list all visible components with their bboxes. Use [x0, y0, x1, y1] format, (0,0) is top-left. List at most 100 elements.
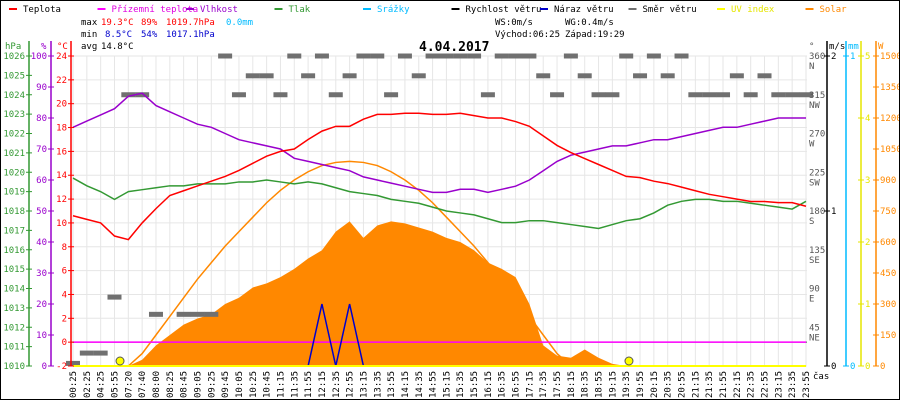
- legend-item-2: Vlhkost: [186, 5, 238, 15]
- wind-dir-mark: [467, 53, 482, 59]
- x-tick-label: 00:25: [69, 371, 79, 398]
- axis-tick-label: 12: [56, 195, 67, 205]
- axis-dir-label: S: [809, 217, 814, 227]
- axis-dir-label: E: [809, 295, 814, 305]
- legend-swatch: [451, 8, 460, 10]
- axis-tick-label: 90: [36, 83, 47, 93]
- x-tick-label: 02:25: [83, 371, 93, 398]
- x-tick-label: 12:15: [318, 371, 328, 398]
- x-tick-label: 11:35: [290, 371, 300, 398]
- x-tick-label: 07:40: [138, 371, 148, 398]
- axis-tick-label: 2: [831, 52, 836, 62]
- axis-tick-label: 180: [809, 207, 825, 217]
- max-label: max: [81, 18, 98, 28]
- wind-dir-mark: [522, 53, 537, 59]
- x-tick-label: 16:35: [498, 371, 508, 398]
- x-tick-label: 14:55: [429, 371, 439, 398]
- wind-dir-mark: [356, 53, 371, 59]
- wind-dir-mark: [384, 92, 399, 98]
- series-solar-area: [73, 221, 806, 366]
- chart-title: 4.04.2017: [419, 40, 489, 55]
- wind-dir-mark: [176, 311, 191, 317]
- wind-dir-mark: [218, 53, 233, 59]
- wind-dir-mark: [757, 73, 772, 79]
- axis-tick-label: 135: [809, 246, 825, 256]
- axis-tick-label: 4: [865, 114, 870, 124]
- axis-tick-label: 1: [865, 300, 870, 310]
- legend-label: UV index: [731, 5, 775, 15]
- axis-tick-label: 1022: [3, 130, 25, 140]
- axis-tick-label: 10: [36, 331, 47, 341]
- avg-temp: 14.8°C: [101, 42, 134, 52]
- axis-tick-label: 1021: [3, 149, 25, 159]
- axis-tick-label: 6: [62, 267, 67, 277]
- axis-tick-label: 20: [56, 100, 67, 110]
- axis-dir-label: SW: [809, 178, 820, 188]
- legend-item-6: Náraz větru: [540, 5, 614, 15]
- x-tick-label: 14:15: [401, 371, 411, 398]
- legend-label: Tlak: [289, 5, 311, 15]
- x-tick-label: 05:55: [110, 371, 120, 398]
- axis-tick-label: 1019: [3, 188, 25, 198]
- wind-dir-mark: [439, 53, 454, 59]
- wind-dir-mark: [743, 92, 758, 98]
- axis-tick-label: 315: [809, 91, 825, 101]
- x-tick-label: 13:15: [359, 371, 369, 398]
- axis-tick-label: 90: [809, 285, 820, 295]
- x-tick-label: 18:55: [595, 371, 605, 398]
- x-tick-label: 10:45: [263, 371, 273, 398]
- axis-unit-deg: °: [809, 42, 814, 52]
- max-temp: 19.3°C: [101, 18, 134, 28]
- wind-dir-mark: [619, 53, 634, 59]
- x-tick-label: 20:15: [650, 371, 660, 398]
- wind-dir-mark: [453, 53, 468, 59]
- x-tick-label: 22:55: [761, 371, 771, 398]
- series-vlhkost: [72, 92, 806, 194]
- max-press: 1019.7hPa: [166, 18, 215, 28]
- wind-dir-mark: [508, 53, 523, 59]
- x-tick-label: 17:55: [553, 371, 563, 398]
- axis-tick-label: 18: [56, 124, 67, 134]
- x-tick-label: 16:55: [512, 371, 522, 398]
- legend-label: Náraz větru: [554, 5, 614, 15]
- x-tick-label: 19:55: [636, 371, 646, 398]
- legend-label: Přízemní teplota: [112, 5, 199, 15]
- x-tick-label: 09:05: [193, 371, 203, 398]
- wind-dir-mark: [204, 311, 219, 317]
- axis-dir-label: SE: [809, 256, 820, 266]
- legend-swatch: [363, 8, 371, 10]
- axis-tick-label: 900: [880, 176, 896, 186]
- axis-tick-label: 50: [36, 207, 47, 217]
- legend-item-1: Přízemní teplota: [97, 5, 199, 15]
- x-tick-label: 04:25: [97, 371, 107, 398]
- axis-tick-label: 1023: [3, 110, 25, 120]
- x-tick-label: 17:15: [525, 371, 535, 398]
- wind-dir-mark: [287, 53, 302, 59]
- axis-unit-pct: %: [41, 42, 47, 52]
- wind-dir-mark: [577, 73, 592, 79]
- max-rain: 0.0mm: [226, 18, 253, 28]
- axis-tick-label: 750: [880, 207, 896, 217]
- axis-tick-label: 1200: [880, 114, 900, 124]
- axis-tick-label: 4: [62, 290, 67, 300]
- legend-item-0: Teplota: [9, 5, 61, 15]
- axis-dir-label: NW: [809, 101, 820, 111]
- legend-swatch: [628, 8, 637, 10]
- axis-tick-label: 20: [36, 300, 47, 310]
- x-tick-label: 23:55: [802, 371, 812, 398]
- axis-tick-label: 1012: [3, 323, 25, 333]
- wind-dir-mark: [785, 92, 800, 98]
- min-press: 1017.1hPa: [166, 30, 215, 40]
- axis-dir-label: W: [809, 140, 815, 150]
- x-tick-label: 08:25: [166, 371, 176, 398]
- legend-item-7: Směr větru: [628, 5, 697, 15]
- axis-tick-label: 360: [809, 52, 825, 62]
- x-tick-label: 09:45: [221, 371, 231, 398]
- wind-dir-mark: [771, 92, 786, 98]
- legend-swatch: [540, 8, 548, 10]
- wind-dir-mark: [135, 92, 150, 98]
- series-tlak: [72, 177, 807, 230]
- axis-unit-hpa: hPa: [5, 42, 21, 52]
- legend-swatch: [9, 8, 17, 10]
